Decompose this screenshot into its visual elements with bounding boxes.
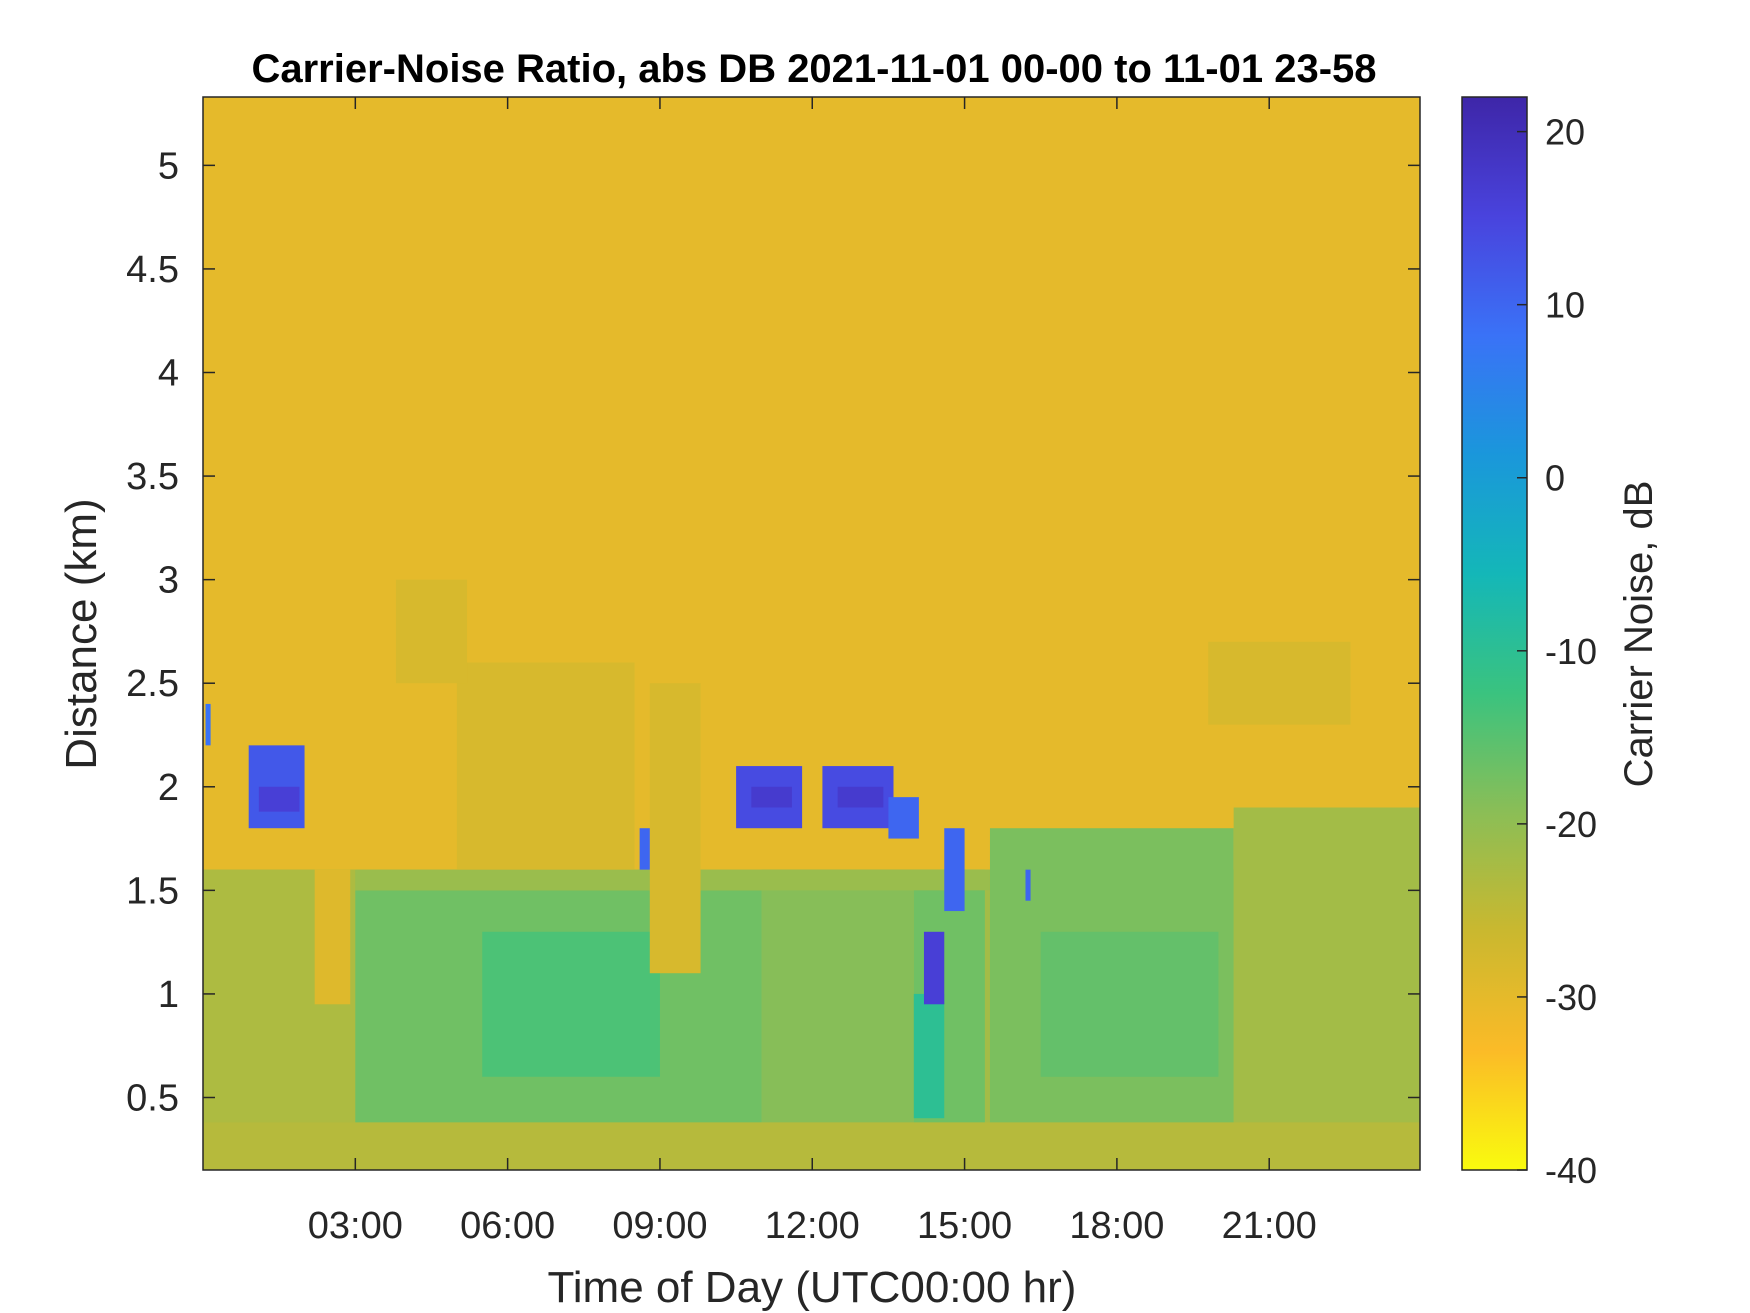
colorbar-label: Carrier Noise, dB	[1617, 481, 1661, 788]
colorbar-tick-label-5: -30	[1545, 977, 1597, 1018]
heatmap-region-13	[649, 683, 701, 974]
heatmap-region-8	[1040, 931, 1219, 1077]
heatmap-region-9	[1233, 807, 1420, 1170]
colorbar-tick-label-0: 20	[1545, 112, 1585, 153]
y-tick-label-5: 3	[158, 560, 179, 602]
y-axis-label: Distance (km)	[57, 498, 106, 769]
y-tick-label-4: 2.5	[126, 663, 179, 705]
heatmap-region-20	[751, 786, 792, 808]
heatmap-region-4	[761, 869, 914, 1170]
x-axis-label: Time of Day (UTC00:00 hr)	[548, 1263, 1077, 1312]
plot-frame	[202, 96, 1421, 1171]
colorbar-tick-label-4: -20	[1545, 804, 1597, 845]
heatmap-region-24	[639, 828, 650, 870]
heatmap-region-6	[913, 993, 945, 1119]
y-tick-label-3: 2	[158, 767, 179, 809]
y-tick-label-0: 0.5	[126, 1078, 179, 1120]
colorbar-tick-label-3: -10	[1545, 631, 1597, 672]
heatmap-cells	[203, 97, 1420, 1170]
heatmap-region-14	[456, 662, 635, 870]
y-tick-label-2: 1.5	[126, 870, 179, 912]
x-tick-label-1: 06:00	[460, 1205, 555, 1247]
x-axis: 03:00 06:00 09:00 12:00 15:00 18:00 21:00	[308, 97, 1317, 1247]
heatmap-region-28	[1025, 869, 1031, 901]
x-tick-label-5: 18:00	[1069, 1205, 1164, 1247]
heatmap-region-10	[203, 1122, 1420, 1170]
x-tick-label-2: 09:00	[612, 1205, 707, 1247]
x-tick-label-6: 21:00	[1222, 1205, 1317, 1247]
heatmap-region-22	[837, 786, 884, 808]
y-axis: 0.5 1 1.5 2 2.5 3 3.5 4 4.5 5	[126, 145, 1420, 1120]
heatmap-region-16	[1208, 641, 1351, 725]
heatmap-region-25	[205, 703, 211, 746]
x-tick-label-3: 12:00	[765, 1205, 860, 1247]
heatmap-region-18	[258, 786, 300, 812]
y-tick-label-1: 1	[158, 974, 179, 1016]
chart-title: Carrier-Noise Ratio, abs DB 2021-11-01 0…	[251, 47, 1376, 91]
heatmap-region-26	[923, 931, 945, 1005]
colorbar	[1461, 96, 1528, 1171]
heatmap-region-3	[482, 931, 660, 1077]
y-tick-label-8: 4.5	[126, 249, 179, 291]
heatmap-region-17	[248, 745, 305, 829]
heatmap-region-15	[395, 579, 468, 684]
colorbar-axis: 20 10 0 -10 -20 -30 -40	[1517, 112, 1597, 1191]
x-tick-label-0: 03:00	[308, 1205, 403, 1247]
colorbar-tick-label-2: 0	[1545, 458, 1565, 499]
y-tick-label-6: 3.5	[126, 456, 179, 498]
x-tick-label-4: 15:00	[917, 1205, 1012, 1247]
y-tick-label-9: 5	[158, 145, 179, 187]
heatmap-region-27	[944, 828, 965, 912]
colorbar-tick-label-1: 10	[1545, 285, 1585, 326]
heatmap-region-23	[888, 797, 919, 839]
colorbar-tick-label-6: -40	[1545, 1150, 1597, 1191]
y-tick-label-7: 4	[158, 353, 179, 395]
heatmap-region-12	[314, 869, 351, 1005]
